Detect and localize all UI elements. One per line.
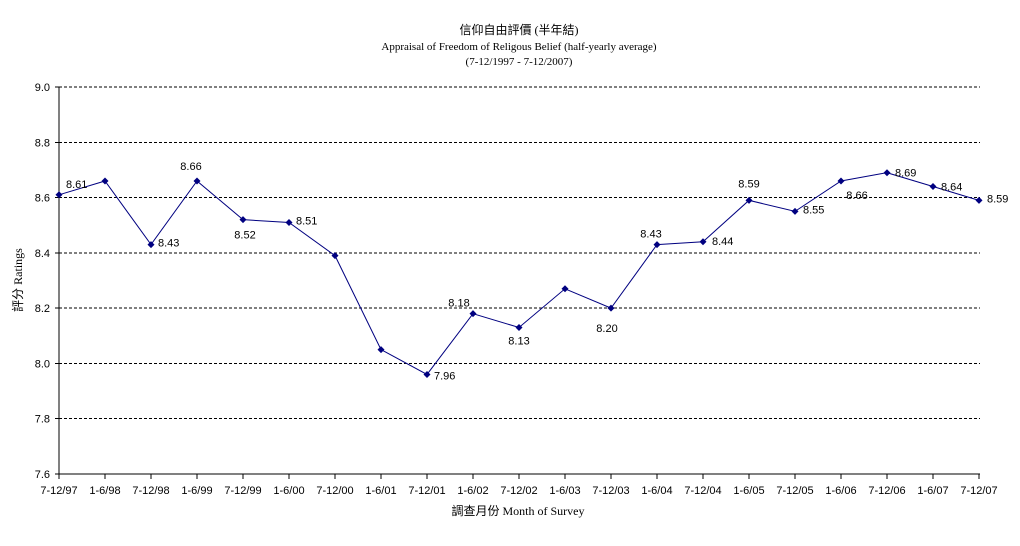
y-tick-label: 9.0 — [35, 82, 50, 94]
data-label: 8.52 — [234, 230, 255, 242]
x-tick-label: 7-12/05 — [776, 485, 813, 497]
data-point — [193, 177, 201, 185]
data-point — [791, 207, 799, 215]
y-axis-title: 評分 Ratings — [10, 248, 25, 312]
data-point — [975, 196, 983, 204]
chart-subtitle: Appraisal of Freedom of Religous Belief … — [381, 41, 657, 53]
data-label: 8.43 — [640, 229, 661, 241]
x-tick-label: 1-6/00 — [273, 485, 304, 497]
data-point — [101, 177, 109, 185]
x-tick-label: 1-6/99 — [181, 485, 212, 497]
data-label: 7.96 — [434, 370, 455, 382]
y-tick-label: 8.0 — [35, 358, 50, 370]
y-tick-label: 7.8 — [35, 414, 50, 426]
x-tick-label: 1-6/03 — [549, 485, 580, 497]
data-label: 8.64 — [941, 182, 962, 194]
x-tick-label: 1-6/06 — [825, 485, 856, 497]
data-label: 8.43 — [158, 238, 179, 250]
x-tick-label: 1-6/01 — [365, 485, 396, 497]
data-label: 8.20 — [596, 323, 617, 335]
y-tick-label: 8.2 — [35, 303, 50, 315]
data-label: 8.66 — [846, 190, 867, 202]
x-tick-label: 7-12/01 — [408, 485, 445, 497]
data-label: 8.66 — [180, 161, 201, 173]
data-label: 8.13 — [508, 335, 529, 347]
data-point — [55, 191, 63, 199]
data-point — [653, 241, 661, 249]
data-point — [883, 169, 891, 177]
data-point — [699, 238, 707, 246]
data-point — [745, 196, 753, 204]
x-tick-label: 1-6/02 — [457, 485, 488, 497]
data-point — [561, 285, 569, 293]
x-tick-label: 7-12/99 — [224, 485, 261, 497]
data-point — [147, 241, 155, 249]
chart-title: 信仰自由評價 (半年結) — [460, 22, 579, 37]
y-tick-label: 8.6 — [35, 193, 50, 205]
data-point — [285, 218, 293, 226]
data-point — [929, 183, 937, 191]
data-point — [331, 252, 339, 260]
data-point — [515, 323, 523, 331]
data-point — [837, 177, 845, 185]
data-label: 8.61 — [66, 179, 87, 191]
y-tick-label: 8.4 — [35, 248, 50, 260]
data-label: 8.69 — [895, 168, 916, 180]
data-label: 8.44 — [712, 236, 733, 248]
x-tick-label: 1-6/04 — [641, 485, 672, 497]
data-point — [377, 346, 385, 354]
y-tick-label: 7.6 — [35, 469, 50, 481]
data-label: 8.18 — [448, 298, 469, 310]
x-tick-label: 1-6/05 — [733, 485, 764, 497]
axes: 7.6 7.8 8.0 8.2 8.4 8.6 8.8 9.0 7-12/97 1-6/98 7-1… — [35, 82, 998, 497]
chart-date-range: (7-12/1997 - 7-12/2007) — [466, 56, 573, 68]
data-label: 8.59 — [987, 193, 1008, 205]
x-tick-label: 7-12/07 — [960, 485, 997, 497]
y-tick-label: 8.8 — [35, 137, 50, 149]
x-tick-label: 1-6/07 — [917, 485, 948, 497]
data-labels: 8.61 8.43 8.66 8.52 8.51 7.96 8.18 8.13 8.20 8.43… — [66, 161, 1008, 383]
x-axis-title: 調查月份 Month of Survey — [452, 504, 585, 518]
x-tick-label: 7-12/06 — [868, 485, 905, 497]
x-tick-label: 7-12/04 — [684, 485, 721, 497]
data-point — [239, 216, 247, 224]
x-tick-label: 7-12/00 — [316, 485, 353, 497]
x-tick-label: 7-12/97 — [40, 485, 77, 497]
data-point — [607, 304, 615, 312]
data-label: 8.51 — [296, 215, 317, 227]
x-tick-label: 7-12/98 — [132, 485, 169, 497]
series-group — [55, 169, 983, 378]
data-point — [423, 370, 431, 378]
x-tick-label: 7-12/03 — [592, 485, 629, 497]
x-tick-label: 7-12/02 — [500, 485, 537, 497]
x-tick-label: 1-6/98 — [89, 485, 120, 497]
data-point — [469, 310, 477, 318]
gridlines — [59, 86, 980, 420]
data-label: 8.55 — [803, 204, 824, 216]
data-label: 8.59 — [738, 178, 759, 190]
